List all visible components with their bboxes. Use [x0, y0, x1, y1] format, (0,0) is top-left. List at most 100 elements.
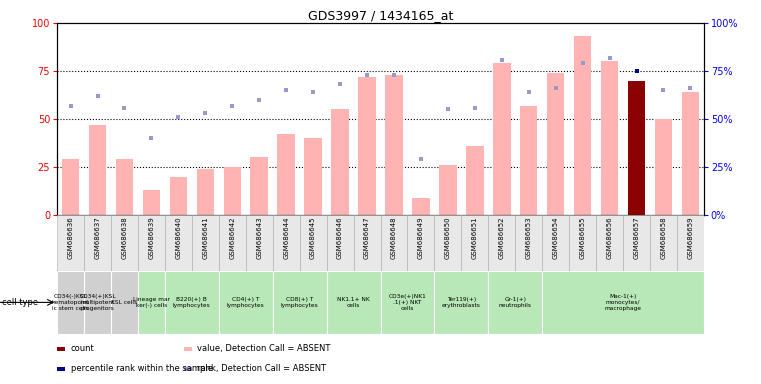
Bar — [272, 271, 326, 334]
Bar — [407, 215, 435, 271]
Text: GSM686653: GSM686653 — [526, 217, 532, 259]
Bar — [380, 271, 435, 334]
Bar — [272, 215, 300, 271]
Bar — [84, 271, 111, 334]
Bar — [623, 215, 650, 271]
Bar — [380, 215, 407, 271]
Text: percentile rank within the sample: percentile rank within the sample — [71, 364, 212, 373]
Text: GSM686658: GSM686658 — [661, 217, 667, 259]
Bar — [466, 146, 483, 215]
Text: count: count — [71, 344, 94, 353]
Bar — [596, 215, 623, 271]
Title: GDS3997 / 1434165_at: GDS3997 / 1434165_at — [307, 9, 454, 22]
Bar — [250, 157, 268, 215]
Bar — [165, 271, 219, 334]
Bar — [184, 347, 192, 351]
Bar — [111, 215, 138, 271]
Bar — [57, 271, 84, 334]
Text: GSM686646: GSM686646 — [337, 217, 343, 259]
Bar — [326, 271, 380, 334]
Bar — [57, 215, 84, 271]
Bar — [435, 215, 461, 271]
Bar — [142, 190, 160, 215]
Text: GSM686648: GSM686648 — [391, 217, 397, 259]
Bar — [165, 215, 192, 271]
Bar — [300, 215, 326, 271]
Bar — [246, 215, 272, 271]
Bar — [358, 77, 376, 215]
Bar — [601, 61, 619, 215]
Text: NK1.1+ NK
cells: NK1.1+ NK cells — [337, 297, 370, 308]
Text: GSM686641: GSM686641 — [202, 217, 209, 259]
Bar — [116, 159, 133, 215]
Text: Ter119(+)
erythroblasts: Ter119(+) erythroblasts — [442, 297, 481, 308]
Bar — [57, 347, 65, 351]
Text: Mac-1(+)
monocytes/
macrophage: Mac-1(+) monocytes/ macrophage — [604, 294, 642, 311]
Bar — [574, 36, 591, 215]
Text: GSM686643: GSM686643 — [256, 217, 263, 259]
Bar — [439, 165, 457, 215]
Bar — [138, 215, 165, 271]
Bar — [331, 109, 349, 215]
Text: GSM686651: GSM686651 — [472, 217, 478, 259]
Text: rank, Detection Call = ABSENT: rank, Detection Call = ABSENT — [197, 364, 326, 373]
Text: GSM686657: GSM686657 — [634, 217, 639, 259]
Bar — [412, 198, 430, 215]
Text: cell type: cell type — [2, 298, 37, 307]
Text: GSM686639: GSM686639 — [148, 217, 154, 260]
Text: GSM686649: GSM686649 — [418, 217, 424, 259]
Text: Lineage mar
ker(-) cells: Lineage mar ker(-) cells — [133, 297, 170, 308]
Bar — [219, 215, 246, 271]
Bar — [461, 215, 489, 271]
Bar — [569, 215, 596, 271]
Bar — [89, 125, 107, 215]
Bar — [654, 119, 672, 215]
Text: value, Detection Call = ABSENT: value, Detection Call = ABSENT — [197, 344, 331, 353]
Text: B220(+) B
lymphocytes: B220(+) B lymphocytes — [173, 297, 211, 308]
Bar — [57, 367, 65, 371]
Bar — [278, 134, 295, 215]
Bar — [196, 169, 214, 215]
Bar — [326, 215, 354, 271]
Text: GSM686638: GSM686638 — [122, 217, 127, 260]
Bar — [628, 81, 645, 215]
Bar — [219, 271, 272, 334]
Text: GSM686645: GSM686645 — [310, 217, 316, 259]
Text: GSM686644: GSM686644 — [283, 217, 289, 259]
Bar — [354, 215, 380, 271]
Text: CD34(-)KSL
hematopoiet
ic stem cells: CD34(-)KSL hematopoiet ic stem cells — [52, 294, 89, 311]
Bar — [138, 271, 165, 334]
Bar — [650, 215, 677, 271]
Text: GSM686642: GSM686642 — [229, 217, 235, 259]
Text: GSM686659: GSM686659 — [687, 217, 693, 259]
Text: GSM686640: GSM686640 — [175, 217, 181, 259]
Bar — [170, 177, 187, 215]
Text: CD34(+)KSL
multipotent
progenitors: CD34(+)KSL multipotent progenitors — [79, 294, 116, 311]
Text: GSM686650: GSM686650 — [445, 217, 451, 259]
Bar — [192, 215, 219, 271]
Bar — [111, 271, 138, 334]
Text: GSM686637: GSM686637 — [94, 217, 100, 260]
Text: CD8(+) T
lymphocytes: CD8(+) T lymphocytes — [281, 297, 319, 308]
Text: GSM686636: GSM686636 — [68, 217, 74, 260]
Bar — [184, 367, 192, 371]
Bar — [682, 92, 699, 215]
Bar — [677, 215, 704, 271]
Text: Gr-1(+)
neutrophils: Gr-1(+) neutrophils — [498, 297, 532, 308]
Bar — [489, 271, 542, 334]
Text: CD4(+) T
lymphocytes: CD4(+) T lymphocytes — [227, 297, 265, 308]
Text: GSM686656: GSM686656 — [607, 217, 613, 259]
Bar — [515, 215, 543, 271]
Bar — [520, 106, 537, 215]
Text: GSM686647: GSM686647 — [364, 217, 370, 259]
Bar — [489, 215, 515, 271]
Bar — [224, 167, 241, 215]
Bar — [543, 215, 569, 271]
Bar — [493, 63, 511, 215]
Bar — [547, 73, 565, 215]
Text: GSM686655: GSM686655 — [580, 217, 586, 259]
Bar — [62, 159, 79, 215]
Bar — [543, 271, 704, 334]
Text: CD3e(+)NK1
.1(+) NKT
cells: CD3e(+)NK1 .1(+) NKT cells — [389, 294, 426, 311]
Text: GSM686654: GSM686654 — [552, 217, 559, 259]
